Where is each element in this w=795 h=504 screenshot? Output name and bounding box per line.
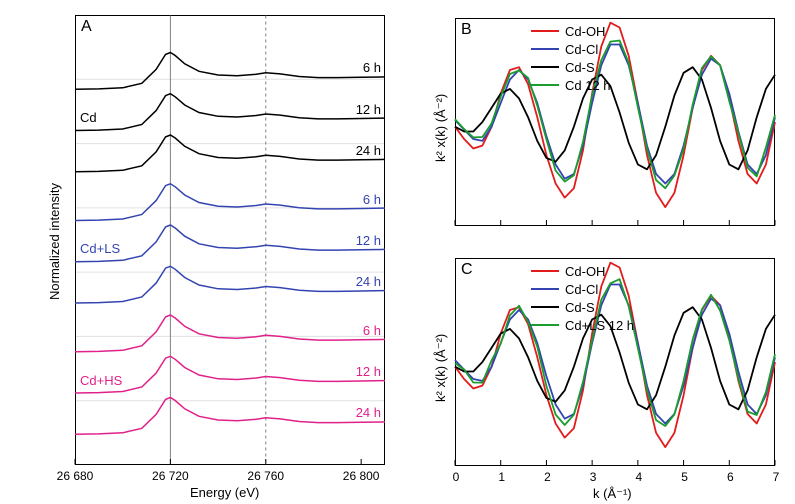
legend-swatch	[531, 270, 559, 272]
x-tick-label: 0	[449, 470, 463, 484]
legend-swatch	[531, 30, 559, 32]
curve-Cd_12h	[455, 41, 775, 189]
spectrum-time-label: 24 h	[333, 274, 381, 289]
x-axis-label: Energy (eV)	[190, 485, 259, 500]
spectrum-time-label: 6 h	[333, 192, 381, 207]
x-tick-label: 26 760	[242, 469, 290, 483]
x-tick-label: 1	[495, 470, 509, 484]
legend-swatch	[531, 66, 559, 68]
legend-row: Cd-OH	[531, 22, 611, 40]
x-tick-label: 26 680	[51, 469, 99, 483]
legend-swatch	[531, 306, 559, 308]
legend-swatch	[531, 288, 559, 290]
legend-label: Cd-OH	[565, 264, 605, 279]
legend-label: Cd-Cl	[565, 282, 598, 297]
figure-root: 26 68026 72026 76026 8006 h12 h24 h6 h12…	[0, 0, 795, 504]
group-label: Cd+HS	[80, 373, 122, 388]
spectrum-time-label: 6 h	[333, 323, 381, 338]
legend: Cd-OH Cd-Cl Cd-S Cd 12 h	[531, 22, 611, 94]
legend-label: Cd-OH	[565, 24, 605, 39]
x-tick-label: 3	[586, 470, 600, 484]
group-label: Cd	[80, 110, 97, 125]
spectrum-time-label: 24 h	[333, 143, 381, 158]
panel-b	[455, 18, 775, 226]
legend-row: Cd-OH	[531, 262, 634, 280]
legend-label: Cd+LS 12 h	[565, 318, 634, 333]
group-label: Cd+LS	[80, 241, 120, 256]
curve-Cd-Cl	[455, 45, 775, 184]
y-axis-label: k² x(k) (Å⁻²)	[433, 94, 449, 162]
x-axis-label: k (Å⁻¹)	[593, 486, 632, 502]
legend-label: Cd 12 h	[565, 78, 611, 93]
legend: Cd-OH Cd-Cl Cd-S Cd+LS 12 h	[531, 262, 634, 334]
legend-row: Cd-Cl	[531, 280, 634, 298]
spectrum-time-label: 6 h	[333, 60, 381, 75]
legend-swatch	[531, 84, 559, 86]
legend-row: Cd 12 h	[531, 76, 611, 94]
x-tick-label: 7	[769, 470, 783, 484]
spectrum-time-label: 12 h	[333, 102, 381, 117]
y-axis-label: Normalized intensity	[47, 183, 62, 300]
x-tick-label: 26 800	[337, 469, 385, 483]
legend-row: Cd-Cl	[531, 40, 611, 58]
x-tick-label: 4	[632, 470, 646, 484]
x-tick-label: 5	[678, 470, 692, 484]
x-tick-label: 26 720	[146, 469, 194, 483]
legend-label: Cd-Cl	[565, 42, 598, 57]
x-tick-label: 6	[723, 470, 737, 484]
panel-letter-c: C	[461, 261, 473, 279]
panel-letter-a: A	[81, 18, 92, 36]
legend-row: Cd+LS 12 h	[531, 316, 634, 334]
legend-row: Cd-S	[531, 298, 634, 316]
legend-swatch	[531, 48, 559, 50]
panel-letter-b: B	[461, 21, 472, 39]
spectrum-time-label: 12 h	[333, 233, 381, 248]
curve-Cd-OH	[455, 23, 775, 207]
legend-label: Cd-S	[565, 300, 595, 315]
legend-row: Cd-S	[531, 58, 611, 76]
y-axis-label: k² x(k) (Å⁻²)	[433, 334, 449, 402]
legend-label: Cd-S	[565, 60, 595, 75]
legend-swatch	[531, 324, 559, 326]
curve-Cd-S	[455, 67, 775, 169]
x-tick-label: 2	[540, 470, 554, 484]
spectrum-time-label: 24 h	[333, 405, 381, 420]
spectrum-time-label: 12 h	[333, 364, 381, 379]
